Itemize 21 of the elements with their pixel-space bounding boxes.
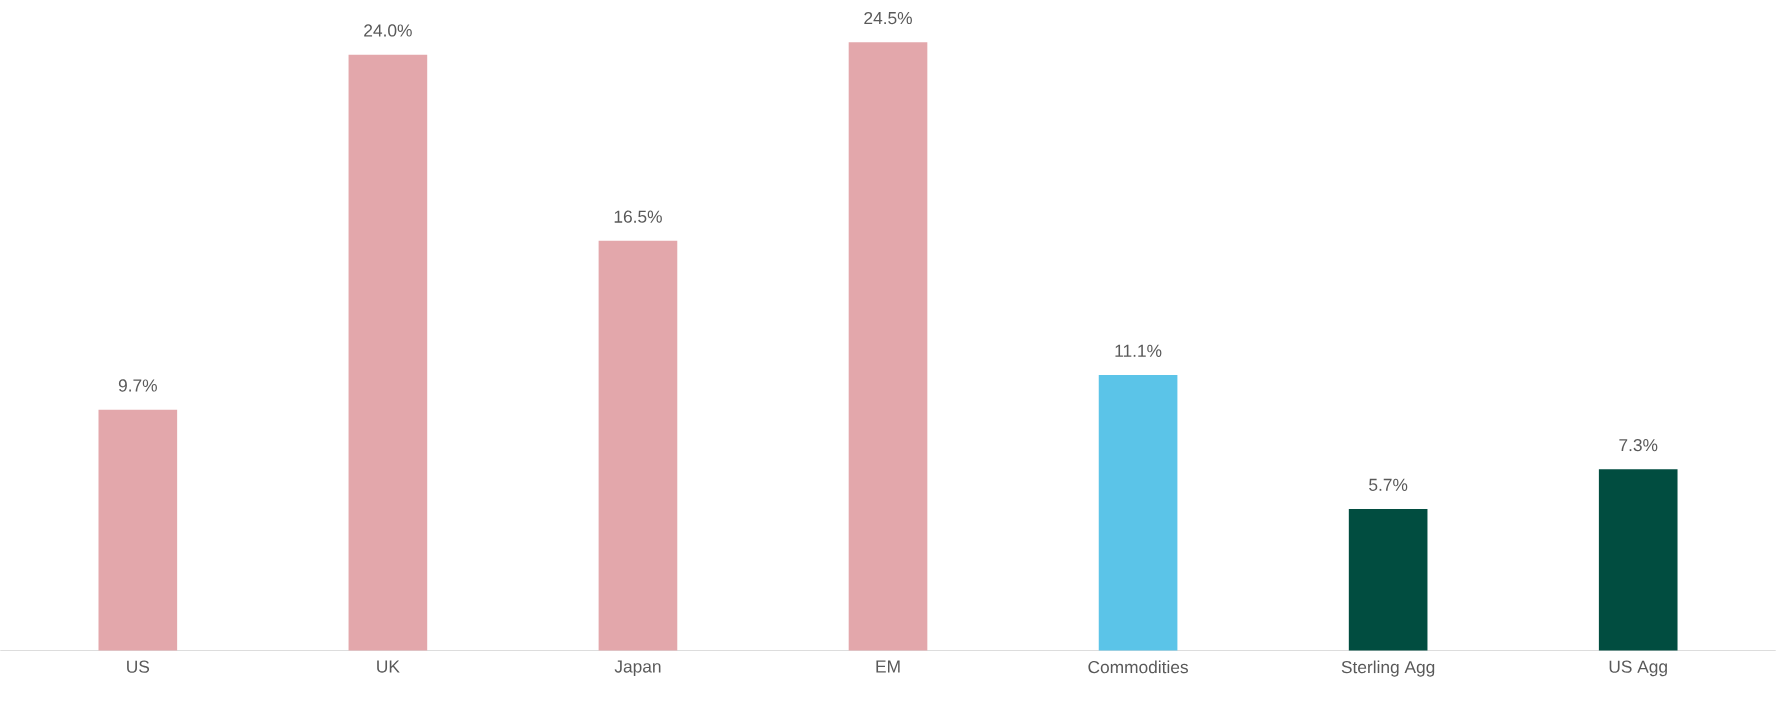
x-tick-label: Commodities	[1088, 660, 1188, 674]
data-label: 5.7%	[1369, 478, 1408, 491]
x-tick-label: US	[127, 660, 150, 673]
bar	[1598, 469, 1678, 651]
x-tick-label: EM	[876, 660, 900, 673]
bar	[848, 42, 928, 651]
x-tick-label: UK	[377, 660, 400, 673]
bar	[1348, 508, 1428, 651]
bar	[598, 240, 678, 651]
x-tick-label: Japan	[614, 660, 661, 676]
bar	[98, 409, 178, 651]
x-tick-label: US Agg	[1609, 660, 1667, 677]
data-label: 11.1%	[1115, 344, 1162, 357]
bar	[1098, 374, 1178, 651]
bar	[348, 54, 428, 651]
data-label: 16.5%	[614, 210, 662, 223]
data-label: 24.0%	[364, 24, 412, 37]
data-label: 24.5%	[864, 11, 912, 25]
data-label: 7.3%	[1619, 438, 1658, 452]
x-tick-label: Sterling Agg	[1341, 660, 1435, 677]
data-label: 9.7%	[118, 379, 157, 392]
